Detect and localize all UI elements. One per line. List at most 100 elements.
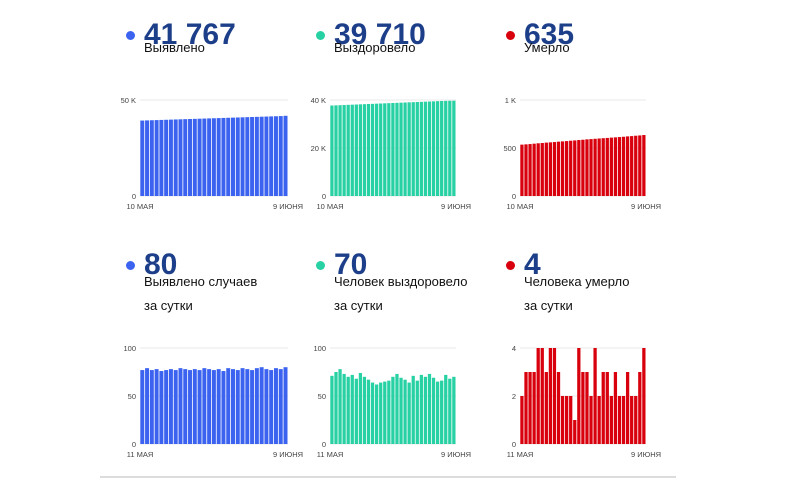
stat-label-line: за сутки	[144, 298, 193, 313]
bar	[573, 420, 577, 444]
bar	[202, 118, 207, 196]
bar	[573, 140, 577, 196]
bar	[330, 375, 334, 444]
bar	[149, 120, 154, 196]
bar	[202, 368, 207, 444]
bar	[259, 367, 264, 444]
bar	[159, 371, 164, 444]
bar	[435, 381, 440, 444]
bar	[273, 368, 278, 444]
bar	[269, 370, 274, 444]
stat-recovered-total: 39 710	[312, 18, 498, 58]
bar	[264, 369, 269, 444]
y-tick-label: 50 K	[121, 96, 136, 105]
bar	[528, 372, 532, 444]
bar	[145, 368, 150, 444]
stat-deaths-daily: 4	[502, 248, 688, 288]
bar	[254, 368, 259, 444]
bar	[638, 135, 642, 196]
bar	[577, 140, 581, 196]
bar	[613, 137, 618, 196]
series-dot-icon	[126, 261, 135, 270]
bar-chart: 100 50 011 МАЯ 9 ИЮНЯ	[123, 344, 303, 459]
bar	[452, 376, 456, 444]
bar	[552, 348, 557, 444]
bar	[524, 144, 528, 196]
bar	[597, 396, 601, 444]
bar	[173, 119, 178, 196]
bar	[358, 372, 363, 444]
bar	[188, 370, 193, 444]
bar	[621, 136, 626, 196]
bar	[617, 137, 622, 196]
bar	[226, 117, 231, 196]
stat-deaths-total: 635	[502, 18, 688, 58]
bar	[642, 348, 646, 444]
panel-detected-total: 41 767 Выявлено 50 K 0 10 МАЯ 9 ИЮНЯ	[118, 18, 308, 246]
panel-deaths-total: 635 Умерло 1 K 500 0 10 МАЯ 9 ИЮНЯ	[498, 18, 688, 246]
bar-chart: 50 K 010 МАЯ 9 ИЮНЯ	[121, 96, 303, 211]
x-tick-label: 10 МАЯ	[126, 202, 153, 211]
y-tick-label: 100	[123, 344, 136, 353]
stat-value: 41 767	[144, 18, 236, 51]
bar	[532, 143, 536, 196]
bar	[427, 101, 432, 196]
stat-value: 80	[144, 248, 178, 281]
bar	[383, 381, 387, 444]
bar	[226, 368, 231, 444]
bar	[283, 115, 288, 196]
bar	[544, 372, 548, 444]
series-dot-icon	[506, 261, 515, 270]
bar	[613, 372, 618, 444]
stat-label-line: за сутки	[334, 298, 383, 313]
bar	[183, 369, 188, 444]
bar	[178, 119, 183, 196]
bar	[621, 396, 626, 444]
bar	[164, 119, 169, 196]
bar-chart: 4 2 011 МАЯ 9 ИЮНЯ	[507, 344, 661, 459]
stat-label-line: Выявлено случаев	[144, 274, 258, 289]
bar	[145, 120, 150, 196]
bar	[605, 137, 609, 196]
bar	[423, 101, 428, 196]
bar	[192, 118, 197, 196]
bar	[350, 104, 354, 196]
panel-deaths-daily: 4 Человека умерло за сутки 4 2 0 11 МАЯ 9 ИЮНЯ	[498, 248, 688, 476]
bar	[609, 396, 613, 444]
bar	[536, 348, 540, 444]
bar	[552, 142, 557, 196]
stat-value: 635	[524, 18, 575, 51]
bar	[415, 101, 419, 196]
bar	[399, 102, 403, 196]
bar	[569, 396, 573, 444]
bar	[221, 371, 226, 444]
x-tick-label: 9 ИЮНЯ	[441, 450, 471, 459]
bar	[330, 105, 334, 196]
bar	[164, 370, 169, 444]
y-tick-label: 0	[132, 440, 136, 449]
bar	[264, 116, 269, 196]
bar	[440, 100, 444, 196]
y-tick-label: 40 K	[311, 96, 326, 105]
bar	[419, 101, 423, 196]
bar	[403, 102, 407, 196]
bar	[192, 369, 197, 444]
bar	[240, 117, 245, 196]
bar	[565, 396, 569, 444]
stat-label: Умерло	[524, 36, 570, 60]
panel-recovered-daily: 70 Человек выздоровело за сутки 100 50 0 11 МА…	[308, 248, 498, 476]
bar	[605, 372, 609, 444]
bar	[354, 104, 358, 196]
bar-chart: 1 K 500 010 МАЯ 9 ИЮНЯ	[503, 96, 661, 211]
bar	[140, 120, 145, 196]
y-tick-label: 0	[512, 440, 516, 449]
series-dot-icon	[506, 31, 515, 40]
bar	[346, 376, 350, 444]
bar	[585, 372, 589, 444]
bar	[231, 369, 235, 444]
bar	[581, 372, 585, 444]
bar	[407, 102, 411, 196]
stat-detected-total: 41 767	[122, 18, 308, 58]
stat-recovered-daily: 70	[312, 248, 498, 288]
bar	[207, 118, 212, 196]
